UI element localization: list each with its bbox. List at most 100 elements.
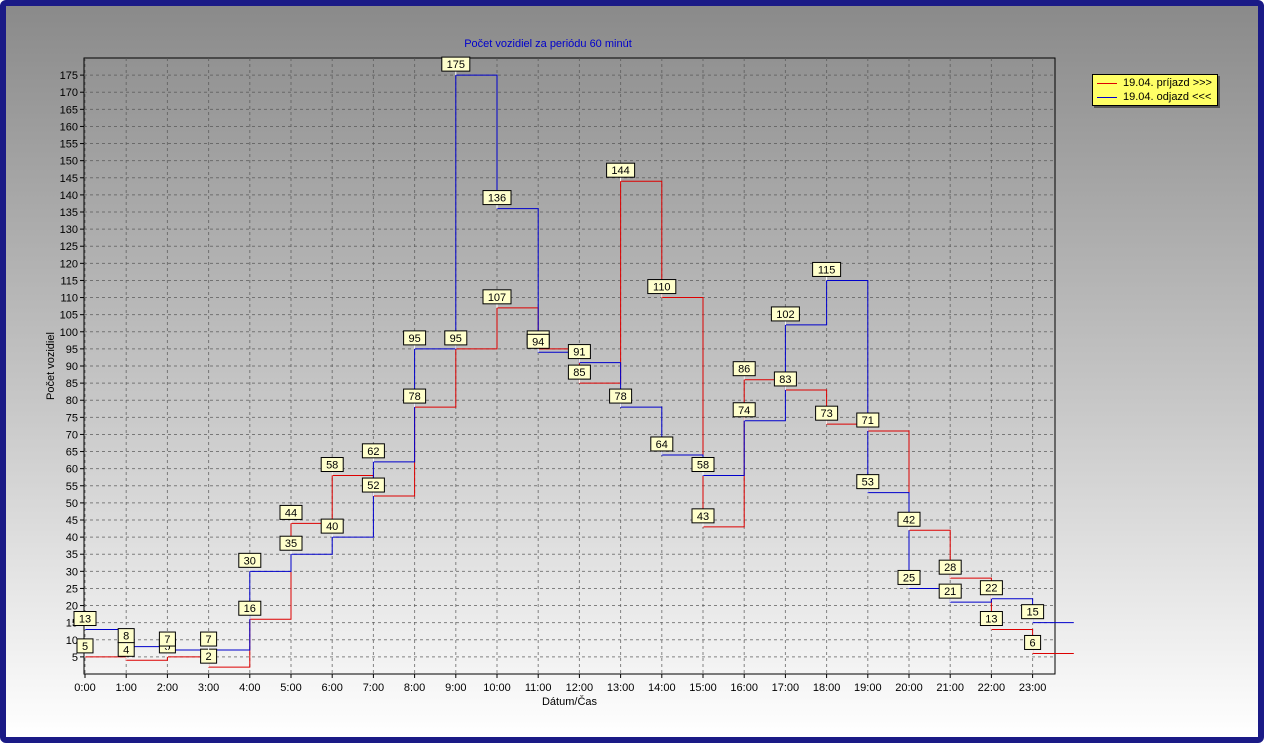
data-label-1: 7 [158,631,176,651]
data-label-text: 85 [573,367,585,379]
data-label-box [526,333,550,349]
y-tick-label: 145 [60,173,78,185]
data-label-1: 25 [897,569,921,589]
x-tick-label: 6:00 [321,682,342,694]
x-tick-label: 11:00 [525,682,552,694]
data-label-0: 86 [732,361,756,380]
data-label-text: 94 [532,336,544,348]
data-label-text: 107 [488,292,506,304]
data-label-0: 2 [200,648,218,668]
x-tick-label: 18:00 [813,682,841,694]
data-label-box [606,162,636,178]
y-tick-label: 25 [66,583,78,595]
x-tick-label: 14:00 [648,682,676,694]
data-label-text: 8 [123,631,129,643]
data-label-0: 78 [403,388,427,408]
x-axis-title: Dátum/Čas [542,695,598,708]
y-tick-label: 175 [60,70,78,82]
data-label-text: 52 [367,480,379,492]
data-label-0: 110 [647,279,677,298]
y-tick-label: 160 [60,121,78,133]
data-label-text: 42 [903,514,915,526]
data-label-0: 73 [815,405,839,425]
data-label-box [732,402,756,418]
legend-swatch-arrivals [1097,82,1117,84]
y-tick-label: 95 [66,344,78,356]
y-tick-label: 55 [66,481,78,493]
data-label-text: 25 [903,572,915,584]
data-label-1: 78 [609,388,633,408]
y-tick-label: 75 [66,412,78,424]
data-label-1: 102 [770,306,800,325]
data-label-box [117,628,135,644]
x-tick-label: 10:00 [483,682,511,694]
x-tick-label: 9:00 [445,682,466,694]
data-label-1: 115 [812,261,842,281]
data-label-text: 53 [862,477,874,489]
data-label-text: 74 [738,405,750,417]
y-tick-label: 5 [72,652,78,664]
data-label-box [815,405,839,421]
data-label-text: 136 [488,193,506,205]
y-tick-label: 135 [60,207,78,219]
data-label-box [361,443,385,459]
y-tick-label: 105 [60,310,78,322]
data-label-0: 85 [567,364,591,384]
data-label-1: 15 [1021,604,1045,623]
data-label-box [320,518,344,534]
data-label-text: 5 [82,641,88,653]
data-label-text: 15 [1026,607,1038,619]
data-label-1: 94 [526,333,550,353]
data-label-1: 40 [320,518,344,538]
legend-item-departures: 19.04. odjazd <<< [1097,90,1211,104]
data-label-1: 95 [403,330,427,349]
data-label-box [897,511,921,527]
data-label-box [441,56,471,72]
y-axis-title: Počet vozidiel [45,332,57,400]
y-tick-label: 125 [60,241,78,253]
data-label-1: 21 [938,583,962,603]
data-label-text: 22 [985,583,997,595]
data-label-box [773,371,797,387]
legend-label-arrivals: 19.04. príjazd >>> [1123,77,1212,89]
data-label-box [279,504,303,520]
data-label-box [279,535,303,551]
data-label-1: 35 [279,535,303,555]
y-tick-label: 50 [66,498,78,510]
data-label-0: 16 [238,600,262,620]
data-label-box [938,583,962,599]
x-tick-label: 22:00 [978,682,1006,694]
data-label-text: 13 [79,614,91,626]
data-label-1: 53 [856,474,880,493]
data-label-box [403,388,427,404]
data-label-0: 83 [773,371,797,390]
y-tick-label: 65 [66,447,78,459]
x-tick-label: 20:00 [895,682,923,694]
data-label-box [938,559,962,575]
data-label-text: 64 [656,439,668,451]
data-label-text: 175 [447,59,465,71]
y-tick-label: 30 [66,566,78,578]
data-label-box [444,330,468,346]
data-label-1: 64 [650,436,674,455]
x-tick-label: 17:00 [772,682,800,694]
data-label-text: 13 [985,614,997,626]
x-tick-label: 8:00 [404,682,425,694]
data-label-0: 42 [897,511,921,531]
x-tick-label: 5:00 [280,682,301,694]
data-label-1: 62 [361,443,385,462]
x-tick-label: 1:00 [115,682,136,694]
data-label-box [482,289,512,305]
data-label-0: 95 [444,330,468,349]
data-label-box [650,436,674,452]
x-tick-label: 0:00 [74,682,95,694]
data-label-box [609,388,633,404]
x-tick-label: 12:00 [566,682,594,694]
data-label-box [73,611,97,627]
y-tick-label: 10 [66,635,78,647]
y-tick-label: 140 [60,190,78,202]
y-tick-label: 40 [66,532,78,544]
y-tick-label: 155 [60,139,78,151]
data-label-1: 30 [238,552,262,572]
data-label-box [158,631,176,647]
